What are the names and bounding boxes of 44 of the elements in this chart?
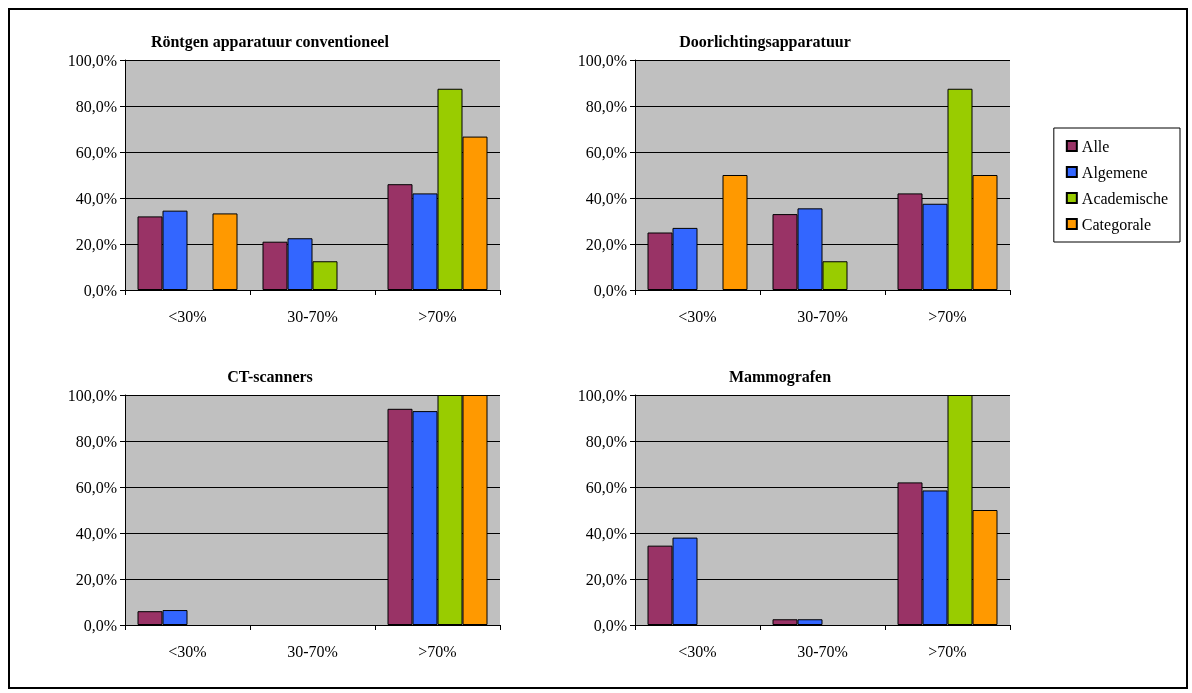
legend-label: Categorale <box>1081 215 1152 234</box>
y-tick-label: 80,0% <box>585 432 627 450</box>
x-tick-label: >70% <box>418 307 457 325</box>
y-tick-label: 100,0% <box>67 51 117 69</box>
y-tick-label: 60,0% <box>585 143 627 161</box>
x-tick-label: <30% <box>168 307 207 325</box>
y-tick-label: 20,0% <box>75 570 117 588</box>
y-tick-label: 0,0% <box>593 616 627 634</box>
x-tick-label: 30-70% <box>797 642 848 660</box>
y-tick-label: 80,0% <box>75 432 117 450</box>
legend-label: Alle <box>1081 137 1110 155</box>
y-tick-label: 80,0% <box>585 97 627 115</box>
y-tick-label: 100,0% <box>577 51 627 69</box>
y-tick-label: 20,0% <box>585 235 627 253</box>
y-tick-label: 40,0% <box>585 524 627 542</box>
y-tick-label: 80,0% <box>75 97 117 115</box>
y-tick-label: 60,0% <box>75 478 117 496</box>
y-tick-label: 40,0% <box>75 189 117 207</box>
y-tick-label: 60,0% <box>585 478 627 496</box>
y-tick-label: 0,0% <box>593 281 627 299</box>
y-tick-label: 20,0% <box>585 570 627 588</box>
y-tick-label: 40,0% <box>585 189 627 207</box>
y-tick-label: 40,0% <box>75 524 117 542</box>
y-tick-label: 20,0% <box>75 235 117 253</box>
x-tick-label: <30% <box>678 307 717 325</box>
y-tick-label: 60,0% <box>75 143 117 161</box>
chart-title: Röntgen apparatuur conventioneel <box>150 32 390 51</box>
x-tick-label: >70% <box>418 642 457 660</box>
x-tick-label: >70% <box>928 642 967 660</box>
y-tick-label: 100,0% <box>67 386 117 404</box>
x-tick-label: 30-70% <box>797 307 848 325</box>
x-tick-label: 30-70% <box>287 307 338 325</box>
y-tick-label: 0,0% <box>83 616 117 634</box>
chart-title: CT-scanners <box>227 367 313 385</box>
legend-label: Algemene <box>1081 163 1148 182</box>
chart-title: Doorlichtingsapparatuur <box>679 32 851 51</box>
x-tick-label: >70% <box>928 307 967 325</box>
y-tick-label: 100,0% <box>577 386 627 404</box>
y-tick-label: 0,0% <box>83 281 117 299</box>
chart-title: Mammografen <box>728 367 832 386</box>
x-tick-label: 30-70% <box>287 642 338 660</box>
legend-label: Academische <box>1081 189 1169 207</box>
x-tick-label: <30% <box>168 642 207 660</box>
x-tick-label: <30% <box>678 642 717 660</box>
